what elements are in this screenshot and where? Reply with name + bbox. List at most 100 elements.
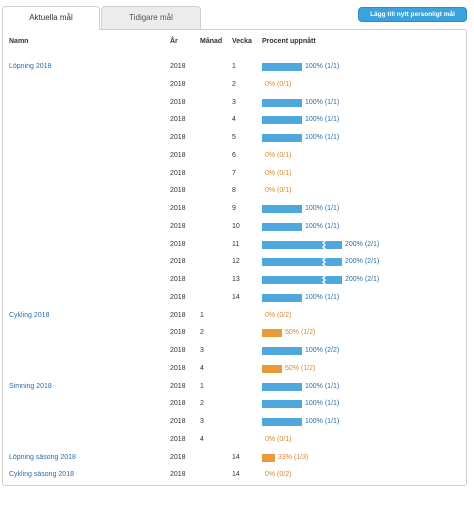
percent-label: 0% (0/2) bbox=[265, 311, 292, 319]
year-cell: 2018 bbox=[170, 471, 186, 479]
progress-bar bbox=[262, 98, 302, 107]
table-row: 2018 2 100% (1/1) bbox=[0, 397, 474, 411]
table-row: 2018 2 0% (0/1) bbox=[0, 78, 474, 92]
table-row: Simning 2018 2018 1 100% (1/1) bbox=[0, 380, 474, 394]
add-personal-goal-button[interactable]: Lägg till nytt personligt mål bbox=[358, 7, 467, 22]
progress-bar bbox=[262, 63, 302, 71]
percent-label: 0% (0/1) bbox=[265, 169, 292, 177]
table-row: 2018 5 100% (1/1) bbox=[0, 131, 474, 145]
year-cell: 2018 bbox=[170, 258, 186, 266]
year-cell: 2018 bbox=[170, 169, 186, 177]
goal-name-link[interactable]: Cykling 2018 bbox=[9, 311, 50, 319]
column-header-year: År bbox=[170, 38, 178, 45]
year-cell: 2018 bbox=[170, 187, 186, 195]
progress-bar bbox=[262, 134, 302, 142]
week-cell: 12 bbox=[232, 258, 240, 266]
table-row: Cykling 2018 2018 1 0% (0/2) bbox=[0, 309, 474, 323]
percent-label: 100% (1/1) bbox=[305, 418, 340, 425]
percent-label: 200% (2/1) bbox=[345, 276, 380, 283]
table-row: 2018 8 0% (0/1) bbox=[0, 184, 474, 198]
progress-bar bbox=[262, 400, 302, 409]
progress-bar bbox=[262, 276, 342, 284]
percent-label: 50% (1/2) bbox=[285, 329, 316, 337]
table-row: 2018 9 100% (1/1) bbox=[0, 202, 474, 216]
column-header-month: Månad bbox=[200, 38, 223, 45]
table-row: Cykling säsong 2018 2018 14 0% (0/2) bbox=[0, 468, 474, 482]
overflow-break-icon bbox=[322, 240, 326, 249]
month-cell: 4 bbox=[200, 435, 204, 443]
progress-bar bbox=[262, 205, 302, 213]
year-cell: 2018 bbox=[170, 240, 186, 248]
progress-bar bbox=[262, 116, 302, 125]
progress-bar bbox=[262, 258, 342, 267]
table-row: Löpning säsong 2018 2018 14 33% (1/3) bbox=[0, 451, 474, 465]
year-cell: 2018 bbox=[170, 329, 186, 337]
week-cell: 10 bbox=[232, 222, 240, 230]
week-cell: 9 bbox=[232, 205, 236, 212]
percent-label: 100% (1/1) bbox=[305, 293, 340, 301]
week-cell: 14 bbox=[232, 471, 240, 479]
year-cell: 2018 bbox=[170, 276, 186, 283]
progress-bar bbox=[262, 347, 302, 355]
column-header-name: Namn bbox=[9, 38, 29, 45]
year-cell: 2018 bbox=[170, 364, 186, 372]
progress-bar bbox=[262, 222, 302, 231]
month-cell: 3 bbox=[200, 347, 204, 354]
week-cell: 5 bbox=[232, 134, 236, 141]
year-cell: 2018 bbox=[170, 435, 186, 443]
overflow-break-icon bbox=[322, 258, 326, 267]
progress-bar bbox=[262, 329, 282, 338]
percent-label: 50% (1/2) bbox=[285, 364, 316, 372]
year-cell: 2018 bbox=[170, 311, 186, 319]
percent-label: 0% (0/1) bbox=[265, 187, 292, 195]
goal-name-link[interactable]: Cykling säsong 2018 bbox=[9, 471, 74, 479]
goal-name-link[interactable]: Simning 2018 bbox=[9, 382, 52, 390]
table-row: 2018 2 50% (1/2) bbox=[0, 326, 474, 340]
week-cell: 11 bbox=[232, 240, 240, 248]
year-cell: 2018 bbox=[170, 453, 186, 461]
year-cell: 2018 bbox=[170, 134, 186, 141]
year-cell: 2018 bbox=[170, 222, 186, 230]
percent-label: 100% (1/1) bbox=[305, 222, 340, 230]
goal-name-link[interactable]: Löpning 2018 bbox=[9, 63, 52, 70]
year-cell: 2018 bbox=[170, 382, 186, 390]
goal-name-link[interactable]: Löpning säsong 2018 bbox=[9, 453, 76, 461]
percent-label: 100% (2/2) bbox=[305, 347, 340, 354]
month-cell: 1 bbox=[200, 311, 204, 319]
week-cell: 14 bbox=[232, 453, 240, 461]
progress-bar bbox=[262, 382, 302, 391]
table-row: 2018 4 50% (1/2) bbox=[0, 362, 474, 376]
column-header-week: Vecka bbox=[232, 38, 252, 45]
year-cell: 2018 bbox=[170, 63, 186, 70]
percent-label: 0% (0/1) bbox=[265, 435, 292, 443]
week-cell: 1 bbox=[232, 63, 236, 70]
percent-label: 0% (0/2) bbox=[265, 471, 292, 479]
tab-tidigare-mal[interactable]: Tidigare mål bbox=[101, 6, 201, 29]
year-cell: 2018 bbox=[170, 293, 186, 301]
table-row: 2018 3 100% (1/1) bbox=[0, 96, 474, 110]
percent-label: 100% (1/1) bbox=[305, 63, 340, 70]
percent-label: 100% (1/1) bbox=[305, 116, 340, 124]
percent-label: 0% (0/1) bbox=[265, 151, 292, 159]
year-cell: 2018 bbox=[170, 400, 186, 408]
year-cell: 2018 bbox=[170, 418, 186, 425]
year-cell: 2018 bbox=[170, 98, 186, 106]
table-row: 2018 7 0% (0/1) bbox=[0, 167, 474, 181]
percent-label: 200% (2/1) bbox=[345, 240, 380, 248]
table-row: 2018 14 100% (1/1) bbox=[0, 291, 474, 305]
week-cell: 4 bbox=[232, 116, 236, 124]
year-cell: 2018 bbox=[170, 205, 186, 212]
table-row: 2018 3 100% (2/2) bbox=[0, 344, 474, 358]
column-header-percent: Procent uppnått bbox=[262, 38, 316, 45]
tab-aktuella-mal[interactable]: Aktuella mål bbox=[2, 6, 100, 30]
progress-bar bbox=[262, 364, 282, 373]
week-cell: 7 bbox=[232, 169, 236, 177]
table-row: 2018 12 200% (2/1) bbox=[0, 255, 474, 269]
goals-panel bbox=[2, 29, 467, 486]
month-cell: 1 bbox=[200, 382, 204, 390]
table-row: 2018 10 100% (1/1) bbox=[0, 220, 474, 234]
percent-label: 0% (0/1) bbox=[265, 80, 292, 88]
month-cell: 2 bbox=[200, 400, 204, 408]
week-cell: 6 bbox=[232, 151, 236, 159]
percent-label: 100% (1/1) bbox=[305, 382, 340, 390]
